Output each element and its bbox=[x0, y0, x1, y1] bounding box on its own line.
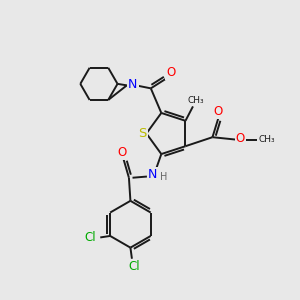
Text: S: S bbox=[139, 127, 147, 140]
Text: CH₃: CH₃ bbox=[258, 135, 275, 144]
Text: O: O bbox=[236, 133, 245, 146]
Text: Cl: Cl bbox=[84, 231, 96, 244]
Text: Cl: Cl bbox=[128, 260, 140, 273]
Text: O: O bbox=[166, 66, 176, 79]
Text: O: O bbox=[214, 105, 223, 118]
Text: H: H bbox=[160, 172, 167, 182]
Text: CH₃: CH₃ bbox=[187, 96, 204, 105]
Text: O: O bbox=[117, 146, 127, 159]
Text: N: N bbox=[128, 78, 137, 91]
Text: N: N bbox=[148, 168, 157, 181]
